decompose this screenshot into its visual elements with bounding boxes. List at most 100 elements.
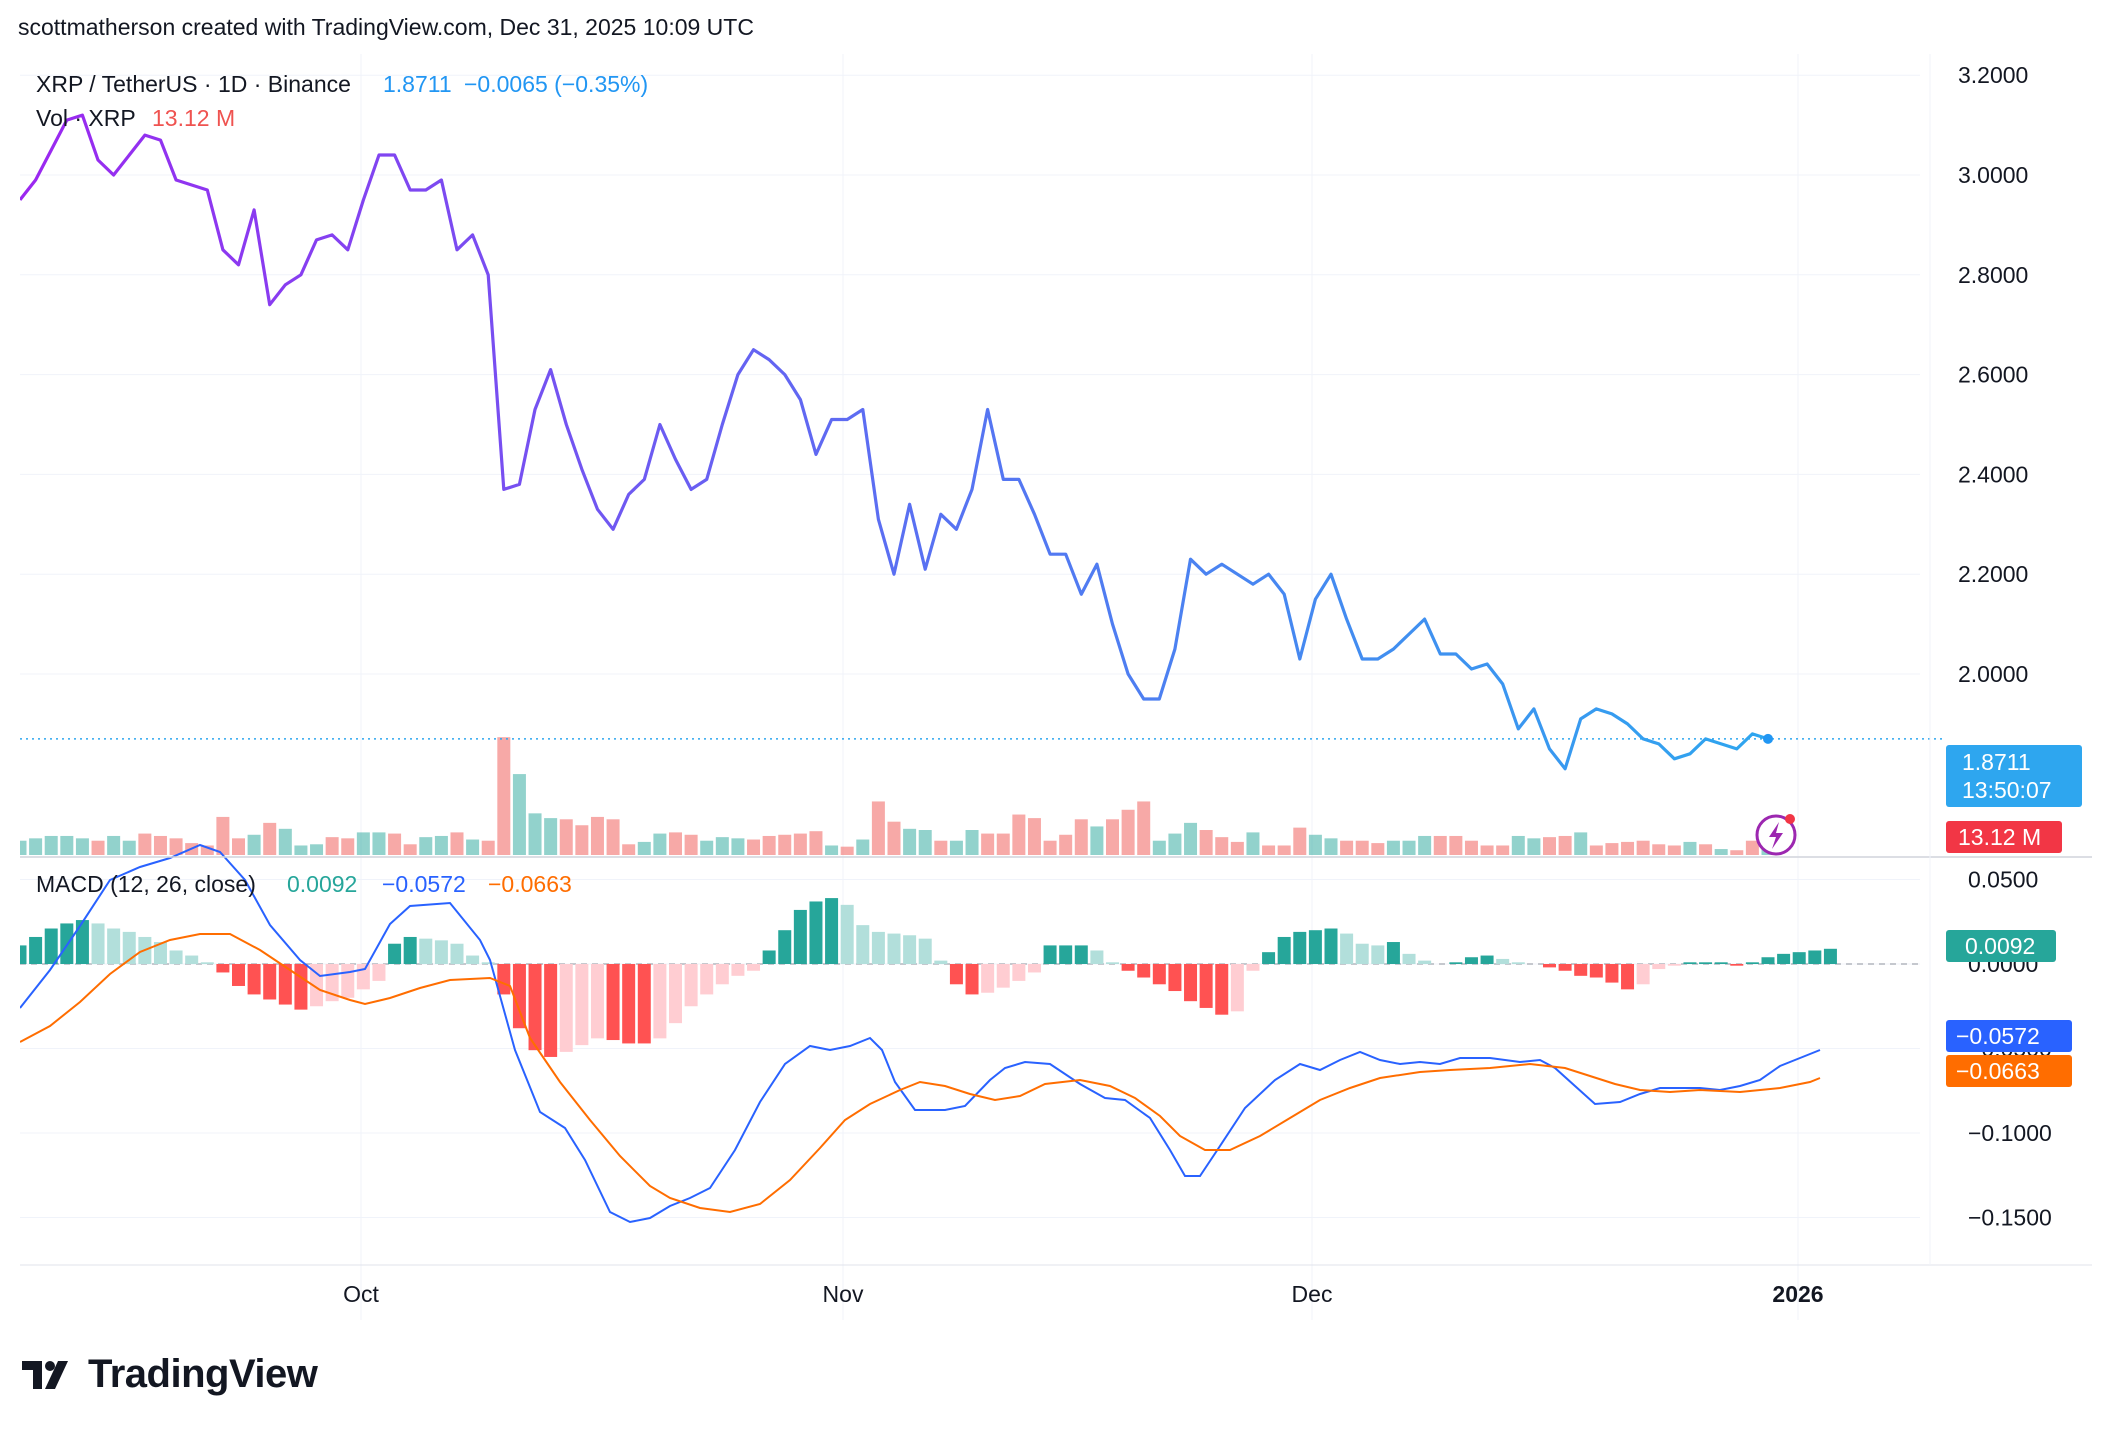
hist-badge-value: 0.0092 <box>1965 933 2035 959</box>
volume-bar <box>1652 844 1666 855</box>
volume-bar <box>1324 838 1338 855</box>
macd-histogram-bar <box>544 964 558 1057</box>
volume-bar <box>762 835 776 855</box>
macd-histogram-bar <box>388 943 402 964</box>
volume-bar <box>1152 840 1166 855</box>
macd-histogram-bar <box>1106 962 1119 964</box>
macd-histogram-bar <box>278 964 292 1005</box>
volume-bar <box>91 840 105 855</box>
volume-bar <box>825 845 839 855</box>
macd-histogram-bar <box>107 928 121 964</box>
macd-histogram-bar <box>747 964 761 971</box>
volume-bar <box>1277 845 1291 855</box>
macd-histogram-bar <box>153 942 167 964</box>
macd-line <box>19 843 1821 1224</box>
macd-histogram-bar <box>1137 964 1151 978</box>
macd-histogram-bar <box>762 950 776 964</box>
volume-bar <box>1043 840 1057 855</box>
signal-badge: −0.0663 <box>1946 1055 2072 1087</box>
volume-bar <box>1308 834 1322 855</box>
volume-bar <box>75 838 89 855</box>
volume-bar <box>232 838 245 855</box>
macd-histogram-bar <box>715 964 729 985</box>
volume-bar <box>434 835 448 855</box>
macd-histogram-bar <box>1059 945 1073 964</box>
macd-histogram-bar <box>29 936 43 964</box>
macd-histogram-bar <box>996 964 1010 988</box>
legend-macd-line: −0.0572 <box>382 871 466 897</box>
macd-histogram-bar <box>669 964 682 1024</box>
macd-histogram-bar <box>934 960 948 964</box>
time-axis-label: Dec <box>1292 1281 1333 1307</box>
macd-histogram-bar <box>1761 957 1775 964</box>
volume-bar <box>575 825 589 855</box>
volume-bar <box>1027 818 1041 855</box>
volume-bar <box>590 816 604 855</box>
macd-histogram-bar <box>1324 928 1338 964</box>
macd-histogram-bar <box>1418 960 1432 964</box>
chart-canvas[interactable]: 3.2000 3.0000 2.8000 2.6000 2.4000 2.2000 2.00… <box>13 54 2092 1320</box>
volume-bar <box>200 845 214 855</box>
volume-bar <box>871 801 885 855</box>
volume-bar <box>1636 840 1650 855</box>
volume-bar <box>512 774 526 855</box>
macd-histogram-bar <box>1074 945 1088 964</box>
macd-histogram-bar <box>637 964 651 1044</box>
price-axis-label: 3.0000 <box>1958 162 2028 188</box>
volume-bar <box>1699 844 1713 855</box>
macd-histogram-bar <box>1636 964 1650 985</box>
volume-bar <box>60 835 74 855</box>
volume-bar <box>747 839 761 855</box>
volume-bar <box>1433 835 1447 855</box>
volume-bar <box>1215 837 1229 855</box>
tradingview-logo-icon <box>22 1360 68 1389</box>
volume-bar <box>1340 840 1354 855</box>
volume-bar <box>153 835 167 855</box>
volume-bar <box>466 839 480 855</box>
macd-histogram-bar <box>856 925 870 964</box>
volume-bar <box>1589 845 1603 855</box>
volume-bar <box>731 838 745 855</box>
volume-bar <box>341 838 355 855</box>
macd-pane <box>13 843 1837 1224</box>
volume-bar <box>700 840 714 855</box>
price-axis-label: 2.6000 <box>1958 362 2028 388</box>
volume-bar <box>1683 841 1697 855</box>
macd-histogram-bar <box>1667 964 1681 966</box>
volume-bar <box>1574 832 1588 855</box>
chart-frame[interactable]: 3.2000 3.0000 2.8000 2.6000 2.4000 2.2000 2.00… <box>13 54 2092 1320</box>
macd-histogram-bar <box>528 964 542 1051</box>
signal-badge-value: −0.0663 <box>1956 1058 2040 1084</box>
signal-line <box>19 933 1821 1214</box>
volume-bar <box>419 837 433 855</box>
macd-histogram-bar <box>1386 942 1400 964</box>
macd-histogram-bar <box>1090 950 1104 964</box>
price-axis-label: 3.2000 <box>1958 62 2028 88</box>
volume-bar <box>544 818 558 855</box>
volume-bar <box>1121 809 1135 855</box>
volume-bar <box>1371 843 1385 855</box>
macd-histogram-bar <box>981 964 995 993</box>
volume-bar <box>278 828 292 855</box>
macd-histogram-bar <box>263 964 277 1000</box>
macd-histogram-bar <box>372 964 386 981</box>
macd-histogram-bar <box>450 943 464 964</box>
macd-histogram-bar <box>1699 962 1713 964</box>
macd-histogram-bar <box>590 964 604 1039</box>
macd-histogram-bar <box>918 938 932 964</box>
volume-bar <box>310 844 324 855</box>
macd-histogram-bar <box>653 964 667 1039</box>
macd-histogram-bar <box>1152 964 1166 985</box>
macd-histogram-bar <box>200 962 214 964</box>
price-badge-countdown: 13:50:07 <box>1962 777 2052 803</box>
grid-lines <box>20 54 1920 1320</box>
volume-bar <box>403 844 417 855</box>
legend-last-price: 1.8711 <box>383 71 452 97</box>
volume-bar <box>934 840 948 855</box>
tradingview-logo[interactable]: TradingView <box>22 1352 318 1397</box>
volume-bar <box>29 838 43 855</box>
macd-histogram-bar <box>1496 958 1510 964</box>
macd-histogram-bar <box>871 931 885 964</box>
macd-histogram-bar <box>606 964 620 1041</box>
lightning-icon[interactable] <box>1755 814 1797 856</box>
